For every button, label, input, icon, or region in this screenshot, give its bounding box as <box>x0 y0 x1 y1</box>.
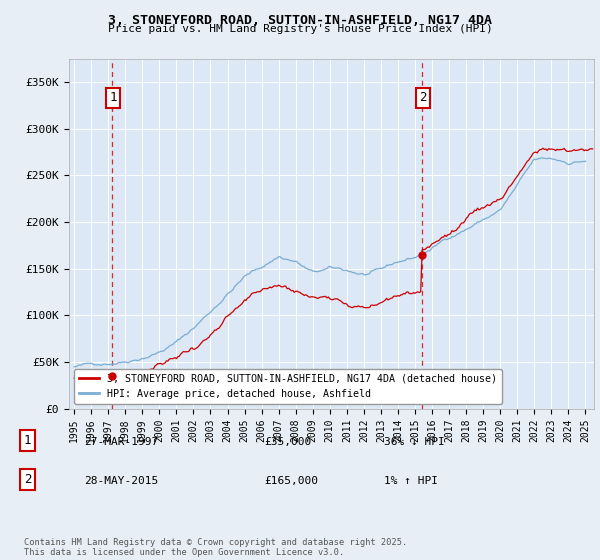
Text: £35,000: £35,000 <box>264 437 311 447</box>
Text: Contains HM Land Registry data © Crown copyright and database right 2025.
This d: Contains HM Land Registry data © Crown c… <box>24 538 407 557</box>
Text: 36% ↓ HPI: 36% ↓ HPI <box>384 437 445 447</box>
Text: 27-MAR-1997: 27-MAR-1997 <box>84 437 158 447</box>
Text: 1: 1 <box>110 91 117 105</box>
Text: £165,000: £165,000 <box>264 476 318 486</box>
Legend: 3, STONEYFORD ROAD, SUTTON-IN-ASHFIELD, NG17 4DA (detached house), HPI: Average : 3, STONEYFORD ROAD, SUTTON-IN-ASHFIELD, … <box>74 369 502 404</box>
Text: 2: 2 <box>419 91 427 105</box>
Text: 1: 1 <box>24 434 32 447</box>
Text: 28-MAY-2015: 28-MAY-2015 <box>84 476 158 486</box>
Text: 1% ↑ HPI: 1% ↑ HPI <box>384 476 438 486</box>
Text: 2: 2 <box>24 473 32 486</box>
Text: 3, STONEYFORD ROAD, SUTTON-IN-ASHFIELD, NG17 4DA: 3, STONEYFORD ROAD, SUTTON-IN-ASHFIELD, … <box>108 14 492 27</box>
Text: Price paid vs. HM Land Registry's House Price Index (HPI): Price paid vs. HM Land Registry's House … <box>107 24 493 34</box>
